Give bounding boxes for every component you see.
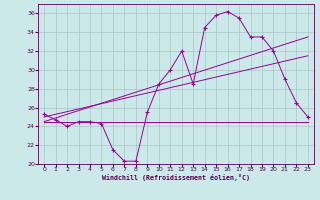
X-axis label: Windchill (Refroidissement éolien,°C): Windchill (Refroidissement éolien,°C): [102, 174, 250, 181]
